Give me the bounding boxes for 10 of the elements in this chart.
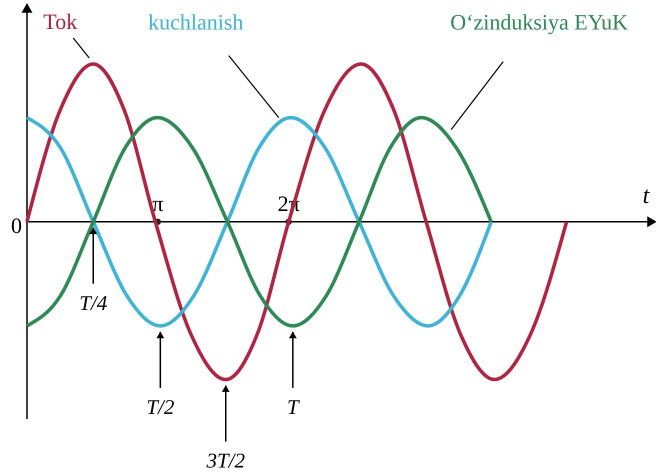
series-label: Tok [43, 8, 78, 34]
text: O‘zinduksiya EYuK [450, 10, 628, 35]
annotation: T/2 [146, 394, 175, 419]
annotation: 0 [11, 212, 22, 238]
annotation: 3T/2 [205, 448, 246, 472]
text: kuchlanish [148, 10, 244, 35]
x-tick-label: π [152, 190, 164, 216]
annotation: T/4 [79, 290, 108, 315]
annotation: T [286, 394, 300, 419]
x-axis-title: t [642, 182, 651, 209]
